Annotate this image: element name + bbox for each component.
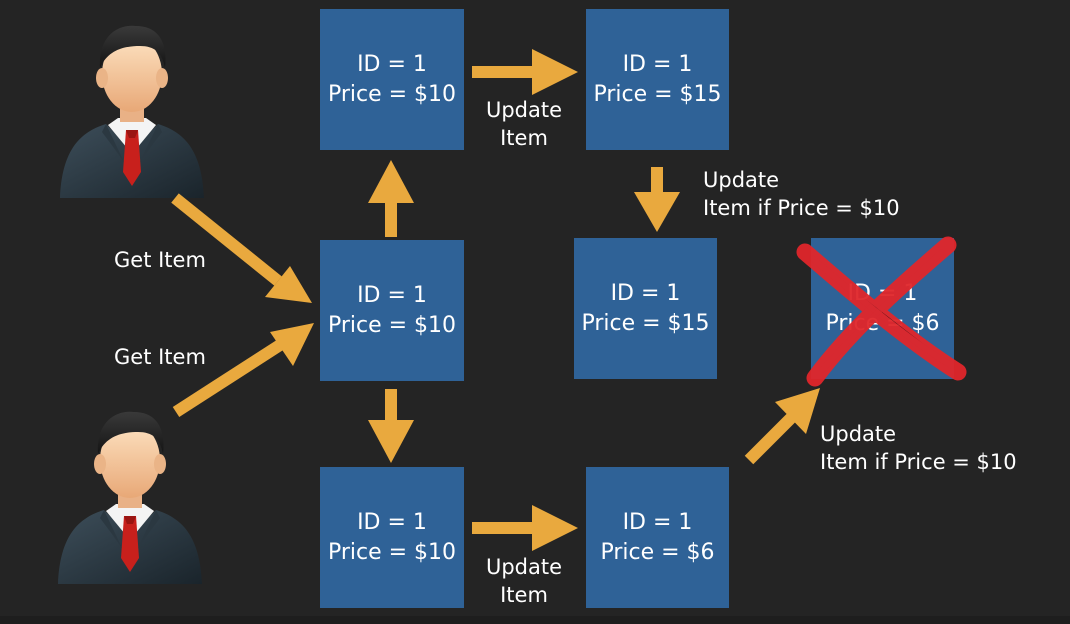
record-box-rejected: ID = 1 Price = $6 [811,238,954,379]
record-box-mid-right: ID = 1 Price = $15 [574,238,717,379]
record-id: ID = 1 [847,280,918,306]
update-item-label-top: Update Item [474,96,574,152]
bottom-border [0,616,1070,624]
record-box-mid-left: ID = 1 Price = $10 [320,240,464,381]
conditional-update-label-bottom: Update Item if Price = $10 [820,420,1017,476]
update-label-line1: Update [485,555,563,579]
get-item-label-1: Get Item [114,248,206,272]
record-price: Price = $6 [825,310,940,336]
conditional-update-arrow-down [634,167,680,232]
record-id: ID = 1 [622,509,693,535]
record-box-top-right: ID = 1 Price = $15 [586,9,729,150]
update-label-line2: Item [500,126,548,150]
record-price: Price = $6 [600,539,715,565]
conditional-label-line2: Item if Price = $10 [703,196,900,220]
businessman-icon [58,411,202,584]
record-box-bottom-right: ID = 1 Price = $6 [586,467,729,608]
update-item-label-bottom: Update Item [474,553,574,609]
record-id: ID = 1 [610,280,681,306]
conditional-update-arrow-diagonal [744,388,820,465]
arrow-up-to-top [368,160,414,237]
record-id: ID = 1 [357,51,427,77]
record-id: ID = 1 [622,51,693,77]
record-box-bottom-left: ID = 1 Price = $10 [320,467,464,608]
update-arrow-top [472,49,578,95]
record-price: Price = $15 [581,310,710,336]
businessman-icon [60,25,204,198]
conditional-update-label-top: Update Item if Price = $10 [703,166,900,222]
get-item-label-2: Get Item [114,345,206,369]
record-price: Price = $15 [593,81,722,107]
conditional-label-line2: Item if Price = $10 [820,450,1017,474]
update-label-line1: Update [485,98,563,122]
update-arrow-bottom [472,505,578,551]
record-box-top-left: ID = 1 Price = $10 [320,9,464,150]
record-price: Price = $10 [327,81,457,107]
conditional-label-line1: Update [820,422,897,446]
record-id: ID = 1 [357,509,427,535]
arrow-down-to-bottom [368,389,414,463]
get-item-arrow-2 [172,323,314,418]
conditional-label-line1: Update [703,168,780,192]
record-price: Price = $10 [327,539,457,565]
record-id: ID = 1 [357,282,427,308]
record-price: Price = $10 [327,312,457,338]
get-item-arrow-1 [171,193,312,303]
update-label-line2: Item [500,583,548,607]
